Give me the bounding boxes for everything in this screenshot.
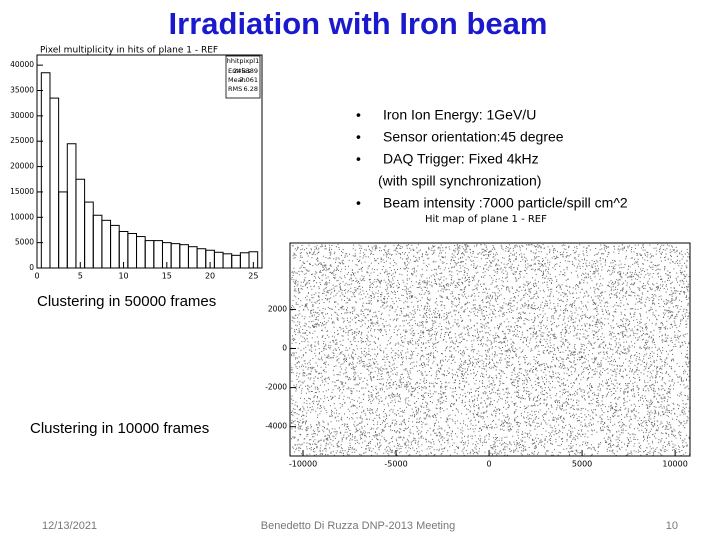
histogram-bar	[179, 244, 189, 269]
x-tick-label: 20	[205, 272, 215, 281]
footer-date: 12/13/2021	[42, 520, 97, 532]
chart-title: Hit map of plane 1 - REF	[425, 214, 547, 225]
hit-texture	[291, 244, 690, 456]
bullet-dot: •	[356, 151, 361, 167]
y-tick-label: 25000	[10, 136, 34, 145]
histogram-bar	[187, 246, 198, 269]
histogram-bar	[196, 248, 207, 269]
x-tick-label: 10	[118, 272, 128, 281]
stats-label: Mean	[228, 76, 246, 84]
footer-author: Benedetto Di Ruzza DNP-2013 Meeting	[261, 520, 455, 532]
histogram-bar	[222, 253, 233, 269]
y-tick-label: 5000	[15, 238, 34, 247]
stats-name: hhitpixpl1	[227, 57, 259, 65]
footer-page: 10	[666, 520, 678, 532]
histogram-bar	[92, 214, 103, 269]
y-tick-label: 2000	[268, 304, 287, 313]
y-tick-label: 30000	[10, 111, 34, 120]
chart-title: Pixel multiplicity in hits of plane 1 - …	[40, 46, 218, 56]
y-tick-label: 0	[29, 263, 34, 272]
x-tick-label: 25	[248, 272, 258, 281]
histogram-bar	[40, 72, 51, 269]
y-tick-label: 35000	[10, 86, 34, 95]
histogram-bar	[66, 143, 77, 269]
x-tick-label: 0	[34, 272, 39, 281]
histogram-bar	[170, 243, 181, 269]
bullet-dot: •	[356, 195, 361, 211]
histogram-bar	[58, 191, 68, 269]
histogram-bar	[136, 236, 146, 269]
caption: Clustering in 10000 frames	[30, 420, 209, 437]
bullet-note: (with spill synchronization)	[378, 173, 541, 189]
y-tick-label: -4000	[265, 422, 287, 431]
histogram-bar	[144, 240, 155, 269]
x-tick-label: 10000	[662, 460, 687, 469]
caption: Clustering in 50000 frames	[37, 293, 216, 310]
histogram-bar	[49, 97, 60, 269]
bullet: Iron Ion Energy: 1GeV/U	[383, 107, 536, 123]
stats-value: 7.061	[239, 76, 258, 84]
x-tick-label: 0	[487, 460, 492, 469]
plot-frame	[289, 242, 691, 457]
bullet: Beam intensity :7000 particle/spill cm^2	[383, 195, 628, 211]
histogram-bar	[110, 224, 120, 269]
y-tick-label: 15000	[10, 187, 34, 196]
x-tick-label: 15	[162, 272, 172, 281]
histogram-bar	[101, 219, 112, 269]
histogram-bar	[231, 254, 241, 269]
bullet-dot: •	[356, 129, 361, 145]
stats-value: 245389	[233, 67, 258, 75]
histogram-bar	[239, 252, 250, 269]
stats-label: Entries	[228, 67, 251, 75]
slide-title: Irradiation with Iron beam	[169, 6, 548, 41]
histogram-bar	[84, 201, 94, 269]
x-tick-label: -5000	[384, 460, 407, 469]
histogram-bar	[127, 233, 138, 269]
bullet: Sensor orientation:45 degree	[383, 129, 564, 145]
x-tick-label: -10000	[289, 460, 317, 469]
stats-box	[225, 55, 261, 99]
y-tick-label: 10000	[10, 212, 34, 221]
y-tick-label: 0	[282, 344, 287, 353]
histogram-bar	[153, 240, 163, 269]
stats-value: 6.28	[244, 85, 258, 93]
x-tick-label: 5	[78, 272, 83, 281]
y-tick-label: 40000	[10, 60, 34, 69]
bullet: DAQ Trigger: Fixed 4kHz	[383, 151, 539, 167]
histogram-bar	[75, 178, 86, 269]
plot-frame	[36, 54, 263, 269]
y-tick-label: -2000	[265, 383, 287, 392]
histogram-bar	[213, 251, 224, 269]
stats-label: RMS	[228, 85, 242, 93]
x-tick-label: 5000	[572, 460, 592, 469]
y-tick-label: 20000	[10, 162, 34, 171]
bullet-dot: •	[356, 107, 361, 123]
